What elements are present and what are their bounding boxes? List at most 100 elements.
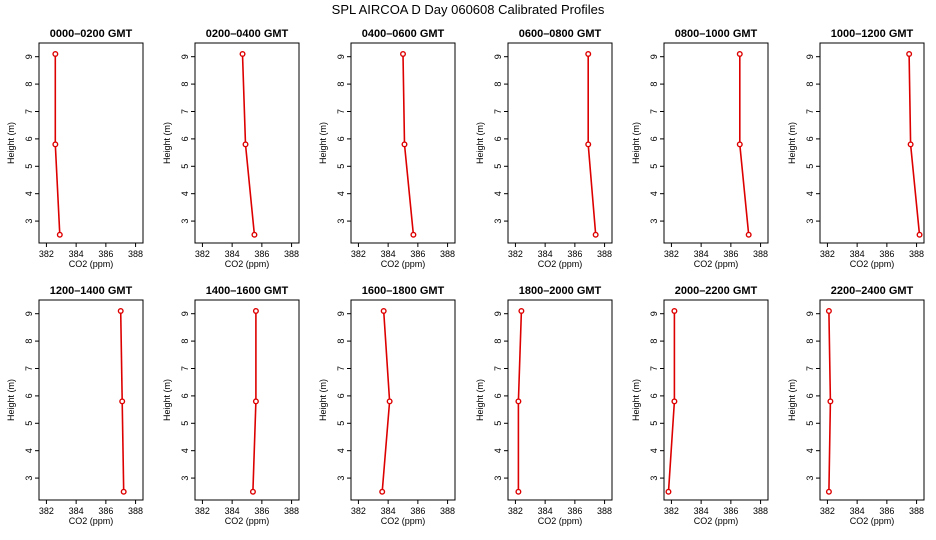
y-tick-label: 5 — [24, 164, 34, 169]
data-point — [386, 398, 393, 405]
x-tick-label: 382 — [39, 506, 54, 516]
x-tick-label: 386 — [879, 506, 894, 516]
data-point — [745, 231, 752, 238]
y-tick-label: 9 — [180, 54, 190, 59]
y-tick-label: 7 — [180, 366, 190, 371]
x-tick-label: 388 — [753, 249, 768, 259]
x-tick-label: 388 — [597, 506, 612, 516]
y-axis-label: Height (m) — [787, 122, 797, 164]
x-tick-label: 382 — [664, 506, 679, 516]
y-tick-label: 4 — [493, 191, 503, 196]
x-axis-label: CO2 (ppm) — [850, 259, 895, 269]
plot-frame — [350, 299, 456, 501]
x-tick-label: 388 — [284, 506, 299, 516]
plot-frame — [507, 42, 613, 244]
panel-1: 0000–0200 GMT 382 384 386 388 3 4 5 6 7 8 9 CO2 (ppm… — [6, 28, 144, 269]
panel-12: 2200–2400 GMT 382 384 386 388 3 4 5 6 7 8 9 CO2 (ppm… — [787, 285, 925, 526]
x-tick-label: 384 — [381, 506, 396, 516]
panel-10: 1800–2000 GMT 382 384 386 388 3 4 5 6 7 8 9 CO2 (ppm… — [475, 285, 613, 526]
x-tick-label: 382 — [508, 506, 523, 516]
data-point — [119, 398, 126, 405]
y-tick-label: 9 — [649, 54, 659, 59]
panel-title: 1000–1200 GMT — [831, 28, 914, 40]
y-tick-label: 6 — [180, 136, 190, 141]
x-tick-label: 386 — [410, 506, 425, 516]
y-tick-label: 8 — [180, 82, 190, 87]
panel-title: 1600–1800 GMT — [362, 285, 445, 297]
data-point — [379, 488, 386, 495]
y-tick-label: 6 — [493, 393, 503, 398]
y-tick-label: 6 — [180, 393, 190, 398]
y-tick-label: 8 — [805, 82, 815, 87]
panel-6: 1000–1200 GMT 382 384 386 388 3 4 5 6 7 8 9 CO2 (ppm… — [787, 28, 925, 269]
panel-7: 1200–1400 GMT 382 384 386 388 3 4 5 6 7 8 9 CO2 (ppm… — [6, 285, 144, 526]
y-axis-label: Height (m) — [631, 122, 641, 164]
data-point — [251, 231, 258, 238]
x-tick-label: 384 — [694, 249, 709, 259]
y-tick-label: 4 — [805, 191, 815, 196]
x-tick-label: 384 — [850, 249, 865, 259]
x-tick-label: 386 — [567, 249, 582, 259]
x-tick-label: 382 — [39, 249, 54, 259]
y-tick-label: 4 — [649, 448, 659, 453]
plot-frame — [194, 299, 300, 501]
y-tick-label: 6 — [649, 136, 659, 141]
data-point — [117, 307, 124, 314]
y-tick-label: 6 — [649, 393, 659, 398]
plot-frame — [663, 299, 769, 501]
y-tick-label: 5 — [649, 421, 659, 426]
x-tick-label: 386 — [723, 506, 738, 516]
y-tick-label: 5 — [180, 421, 190, 426]
y-tick-label: 7 — [493, 109, 503, 114]
y-axis-label: Height (m) — [162, 379, 172, 421]
y-tick-label: 8 — [24, 339, 34, 344]
plot-frame — [819, 299, 925, 501]
data-point — [515, 398, 522, 405]
x-axis-label: CO2 (ppm) — [381, 516, 426, 526]
y-tick-label: 5 — [24, 421, 34, 426]
x-tick-label: 388 — [128, 249, 143, 259]
panel-title: 0600–0800 GMT — [519, 28, 602, 40]
y-tick-label: 7 — [805, 109, 815, 114]
x-tick-label: 388 — [128, 506, 143, 516]
y-tick-label: 5 — [649, 164, 659, 169]
x-tick-label: 386 — [254, 249, 269, 259]
x-tick-label: 388 — [909, 506, 924, 516]
x-tick-label: 386 — [879, 249, 894, 259]
y-tick-label: 8 — [24, 82, 34, 87]
y-tick-label: 3 — [180, 219, 190, 224]
panel-11: 2000–2200 GMT 382 384 386 388 3 4 5 6 7 8 9 CO2 (ppm… — [631, 285, 769, 526]
y-tick-label: 3 — [336, 476, 346, 481]
x-tick-label: 386 — [98, 249, 113, 259]
y-tick-label: 9 — [336, 311, 346, 316]
x-axis-label: CO2 (ppm) — [69, 259, 114, 269]
data-point — [242, 141, 249, 148]
x-tick-label: 386 — [567, 506, 582, 516]
panel-title: 1200–1400 GMT — [50, 285, 133, 297]
x-tick-label: 388 — [909, 249, 924, 259]
x-tick-label: 382 — [351, 506, 366, 516]
y-tick-label: 3 — [180, 476, 190, 481]
panel-title: 1800–2000 GMT — [519, 285, 602, 297]
x-tick-label: 382 — [508, 249, 523, 259]
y-tick-label: 7 — [24, 109, 34, 114]
y-tick-label: 7 — [649, 109, 659, 114]
panel-title: 0800–1000 GMT — [675, 28, 758, 40]
data-point — [239, 50, 246, 57]
y-tick-label: 8 — [493, 339, 503, 344]
data-point — [825, 488, 832, 495]
x-tick-label: 382 — [820, 506, 835, 516]
data-point — [907, 141, 914, 148]
y-tick-label: 3 — [649, 476, 659, 481]
x-axis-label: CO2 (ppm) — [694, 516, 739, 526]
panel-2: 0200–0400 GMT 382 384 386 388 3 4 5 6 7 8 9 CO2 (ppm… — [162, 28, 300, 269]
panel-title: 2000–2200 GMT — [675, 285, 758, 297]
x-tick-label: 382 — [195, 249, 210, 259]
y-tick-label: 7 — [24, 366, 34, 371]
y-axis-label: Height (m) — [475, 122, 485, 164]
y-tick-label: 6 — [493, 136, 503, 141]
y-tick-label: 6 — [24, 136, 34, 141]
data-point — [401, 141, 408, 148]
y-axis-label: Height (m) — [475, 379, 485, 421]
